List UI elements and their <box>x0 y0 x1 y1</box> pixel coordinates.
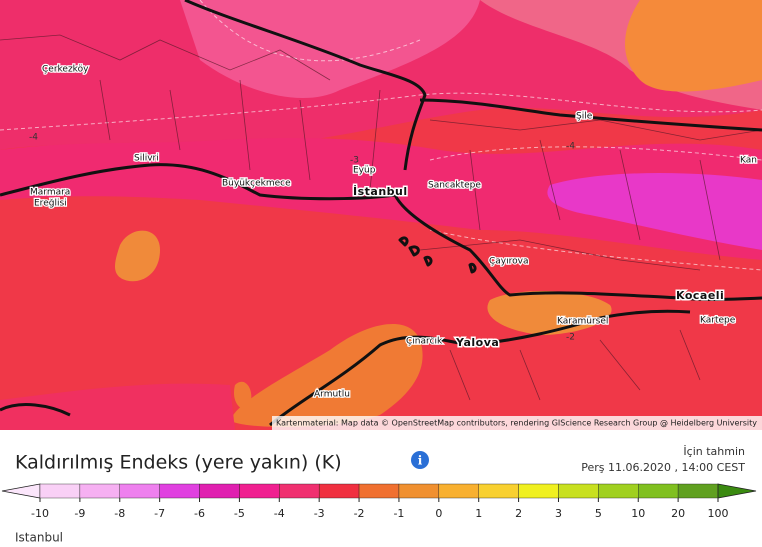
contour-label: -4 <box>566 142 575 152</box>
info-icon-glyph[interactable]: i <box>418 454 423 468</box>
isoline <box>429 146 762 161</box>
map: Çerkezköy Silivri Marmara Ereğlisi Büyük… <box>0 0 762 430</box>
field-region <box>0 383 235 430</box>
attribution-bg <box>272 416 762 430</box>
place-label: Kan <box>740 156 757 166</box>
field-region <box>547 173 762 250</box>
scale-segment <box>358 483 400 499</box>
scale-segment <box>239 483 280 499</box>
color-scale: -10 -9 -8 -7 -6 -5 -4 -3 -2 -1 0 1 2 3 5 10 20 100 <box>1 483 757 520</box>
place-labels: Çerkezköy Silivri Marmara Ereğlisi Büyük… <box>29 63 758 401</box>
place-label: Şile <box>576 112 593 122</box>
place-label: Marmara <box>30 188 70 198</box>
contour-label: -3 <box>350 156 359 166</box>
scale-segment <box>558 483 599 499</box>
place-label: Armutlu <box>314 390 350 400</box>
scale-tick-label: 1 <box>475 507 482 520</box>
place-label: Karamürsel <box>557 317 608 327</box>
scale-segment <box>79 483 120 499</box>
scale-segment <box>518 483 559 499</box>
scale-tick-label: -6 <box>194 507 205 520</box>
scale-segment <box>39 483 81 499</box>
scale-tick-label: -3 <box>314 507 325 520</box>
contour-label: -4 <box>29 133 38 143</box>
isoline <box>429 229 762 271</box>
place-label: Silivri <box>134 154 159 164</box>
info-icon[interactable] <box>411 451 429 469</box>
scale-arrow <box>1 483 41 499</box>
place-label: Çayırova <box>489 257 528 267</box>
scale-segment <box>199 483 240 499</box>
scale-segment <box>318 483 360 499</box>
scale-tick-label: -10 <box>31 507 49 520</box>
isoline <box>199 0 421 62</box>
scale-tick-label: -2 <box>354 507 365 520</box>
scale-tick-label: -1 <box>393 507 404 520</box>
forecast-label: İçin tahmin <box>683 445 745 458</box>
legend-title: Kaldırılmış Endeks (yere yakın) (K) <box>15 452 342 474</box>
coastline <box>419 98 762 132</box>
coastline <box>0 403 71 417</box>
admin-border <box>0 34 762 401</box>
place-label: Sancaktepe <box>428 181 481 191</box>
place-label: Çerkezköy <box>42 65 89 75</box>
contour-label: -2 <box>566 333 575 343</box>
field-region <box>180 0 480 99</box>
forecast-time: Perş 11.06.2020 , 14:00 CEST <box>581 461 745 474</box>
place-label: Büyükçekmece <box>222 179 291 189</box>
scale-arrow <box>717 483 757 499</box>
place-label: Yalova <box>455 336 499 349</box>
place-label: Çınarcık <box>406 337 443 347</box>
location: Istanbul <box>15 531 63 545</box>
coastline <box>184 0 427 171</box>
field-region <box>115 230 160 282</box>
scale-segment <box>159 483 200 499</box>
place-label: Eyüp <box>353 166 376 176</box>
place-label: İstanbul <box>353 184 408 198</box>
scale-tick-label: -8 <box>114 507 125 520</box>
field-region <box>625 0 762 92</box>
scale-segment <box>398 483 440 499</box>
scale-tick-label: 100 <box>708 507 729 520</box>
field-region <box>233 381 252 409</box>
scale-tick-label: 5 <box>595 507 602 520</box>
scale-tick-label: -9 <box>74 507 85 520</box>
scale-tick-label: 0 <box>435 507 442 520</box>
scale-tick-label: 2 <box>515 507 522 520</box>
scale-tick-label: 10 <box>631 507 645 520</box>
isoline <box>0 92 762 131</box>
place-label: Kartepe <box>700 316 736 326</box>
scale-segment <box>119 483 160 499</box>
scale-segment <box>598 483 639 499</box>
attribution: Kartenmaterial: Map data © OpenStreetMap… <box>276 419 757 428</box>
scale-tick-label: -5 <box>234 507 245 520</box>
scale-tick-label: -4 <box>274 507 285 520</box>
scale-segment <box>438 483 479 499</box>
place-label: Ereğlisi <box>34 199 67 209</box>
place-label: Kocaeli <box>676 289 724 302</box>
legend: Kaldırılmış Endeks (yere yakın) (K) i İç… <box>1 445 757 545</box>
coastline <box>269 309 691 427</box>
scale-tick-label: -7 <box>154 507 165 520</box>
scale-segment <box>638 483 679 499</box>
scale-segment <box>279 483 320 499</box>
coastline <box>0 163 762 301</box>
scale-segment <box>478 483 519 499</box>
scale-segment <box>677 483 719 499</box>
island <box>398 236 477 274</box>
scale-tick-label: 20 <box>671 507 685 520</box>
scale-tick-label: 3 <box>555 507 562 520</box>
